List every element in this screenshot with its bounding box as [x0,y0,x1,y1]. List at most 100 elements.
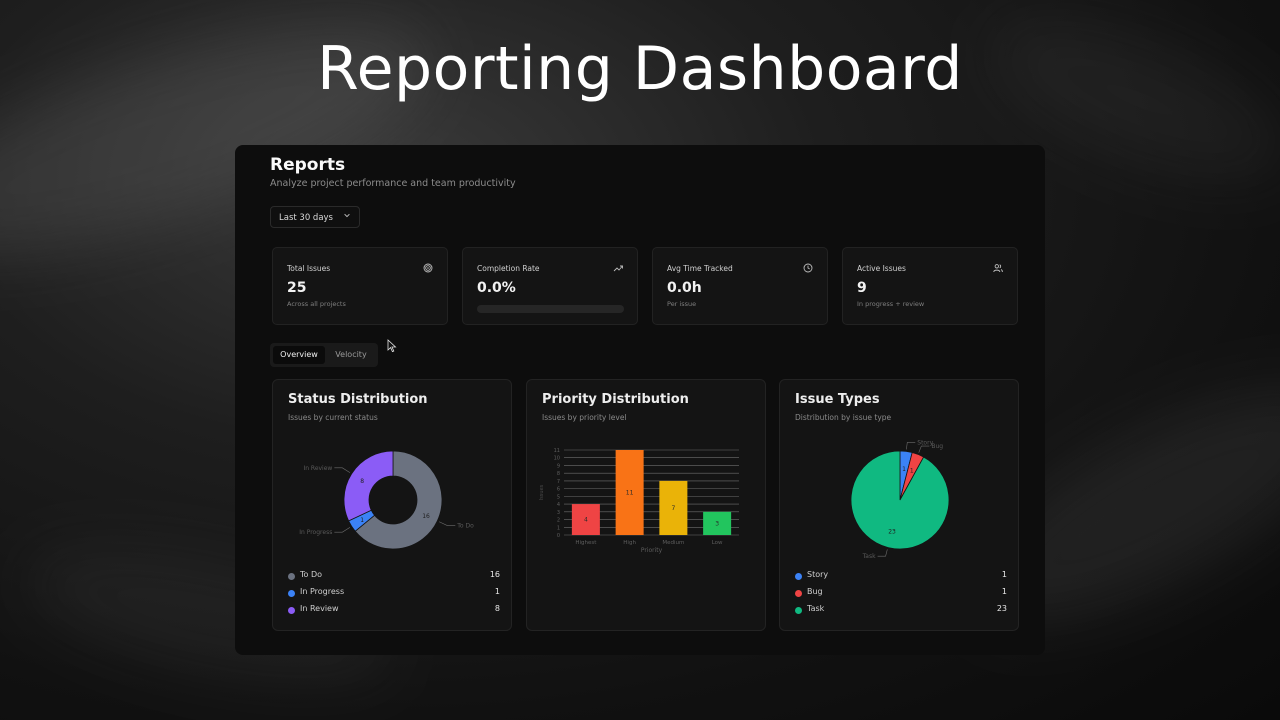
legend-swatch [795,573,802,580]
legend-swatch [288,573,295,580]
stat-note: Across all projects [287,300,346,308]
x-tick-label: High [623,540,636,546]
stat-label: Total Issues [287,264,331,273]
stat-card-avg-time: Avg Time Tracked 0.0h Per issue [652,247,828,325]
status-distribution-card: Status Distribution Issues by current st… [272,379,512,631]
x-tick-label: Low [712,540,723,546]
reports-panel: Reports Analyze project performance and … [235,145,1045,655]
priority-bar-chart: 012345678910114Highest11High7Medium3LowP… [539,448,739,554]
bar-high [615,450,644,535]
bar-low [703,511,732,535]
slice-value-label: 8 [360,478,364,485]
legend-swatch [288,607,295,614]
y-tick-label: 11 [554,448,560,454]
bar-medium [659,480,688,535]
bar-value-label: 3 [715,520,719,527]
slice-category-label: Story [917,439,933,446]
slice-task [850,450,950,550]
legend-swatch [795,607,802,614]
chevron-down-icon [344,213,350,218]
tab-overview[interactable]: Overview [273,346,325,364]
tab-velocity[interactable]: Velocity [335,350,367,359]
legend-value: 1 [494,587,500,596]
card-subtitle: Issues by current status [288,413,378,422]
slice-callout-line [439,521,456,526]
target-icon [423,263,433,273]
y-tick-label: 5 [557,494,560,500]
legend-label: In Review [300,604,339,613]
slice-value-label: 1 [902,466,906,473]
legend-value: 1 [1001,587,1007,596]
report-tabs: Overview Velocity [270,343,378,367]
slice-category-label: In Review [303,465,332,472]
stat-value: 25 [287,280,307,296]
slice-value-label: 23 [888,528,896,535]
x-tick-label: Highest [575,540,597,546]
page-subtitle: Analyze project performance and team pro… [270,178,516,189]
status-legend: To Do 16 In Progress 1 In Review 8 [288,570,500,621]
issue-types-card: Issue Types Distribution by issue type 1… [779,379,1019,631]
slice-callout-line [918,445,930,453]
stat-note: Per issue [667,300,697,308]
slice-value-label: 16 [422,513,430,520]
y-tick-label: 6 [557,487,560,493]
priority-distribution-card: Priority Distribution Issues by priority… [526,379,766,631]
legend-swatch [288,590,295,597]
page-title: Reports [270,155,346,175]
legend-item: To Do 16 [288,570,500,587]
bar-value-label: 4 [584,517,588,524]
stat-value: 0.0% [477,280,516,296]
legend-item: Bug 1 [795,587,1007,604]
slice-to-do [354,450,443,550]
legend-item: Task 23 [795,604,1007,621]
card-title: Status Distribution [288,392,428,407]
y-tick-label: 8 [557,471,560,477]
card-title: Issue Types [795,392,880,407]
clock-icon [803,263,813,273]
legend-value: 1 [1001,570,1007,579]
stat-label: Active Issues [857,264,906,273]
legend-value: 16 [489,570,500,579]
legend-item: In Review 8 [288,604,500,621]
date-range-value: Last 30 days [279,213,333,223]
slice-callout-line [877,549,888,557]
date-range-select[interactable]: Last 30 days [270,206,360,228]
issue-types-pie-chart: 1 Story 1 Bug 23 Task [850,439,950,560]
slice-value-label: 1 [910,468,914,475]
y-axis-label: Issues [539,484,545,500]
bar-value-label: 7 [671,505,675,512]
y-tick-label: 7 [557,479,560,485]
status-donut-chart: 16 To Do 1 In Progress 8 In Review [299,450,474,550]
y-tick-label: 2 [557,518,560,524]
stat-label: Avg Time Tracked [667,264,733,273]
stat-card-total-issues: Total Issues 25 Across all projects [272,247,448,325]
stat-label: Completion Rate [477,264,540,273]
card-subtitle: Distribution by issue type [795,413,892,422]
stat-card-completion-rate: Completion Rate 0.0% [462,247,638,325]
types-legend: Story 1 Bug 1 Task 23 [795,570,1007,621]
legend-label: To Do [300,570,323,579]
slice-callout-line [906,442,916,450]
slice-category-label: Task [862,553,876,560]
legend-item: Story 1 [795,570,1007,587]
stat-card-active-issues: Active Issues 9 In progress + review [842,247,1018,325]
x-axis-label: Priority [641,547,663,554]
trending-up-icon [613,265,623,272]
legend-item: In Progress 1 [288,587,500,604]
slice-in-review [343,450,394,522]
legend-value: 23 [996,604,1007,613]
stat-value: 0.0h [667,280,702,296]
mouse-cursor-icon [387,339,397,353]
legend-value: 8 [494,604,500,613]
legend-label: Bug [807,587,823,596]
slice-callout-line [334,467,351,473]
x-tick-label: Medium [662,540,684,546]
hero-title: Reporting Dashboard [317,34,963,104]
slice-category-label: To Do [456,523,474,530]
y-tick-label: 9 [557,463,560,469]
slice-category-label: In Progress [299,529,332,536]
legend-label: Task [807,604,825,613]
legend-label: In Progress [300,587,345,596]
bar-value-label: 11 [626,490,634,497]
slice-value-label: 1 [360,517,364,524]
